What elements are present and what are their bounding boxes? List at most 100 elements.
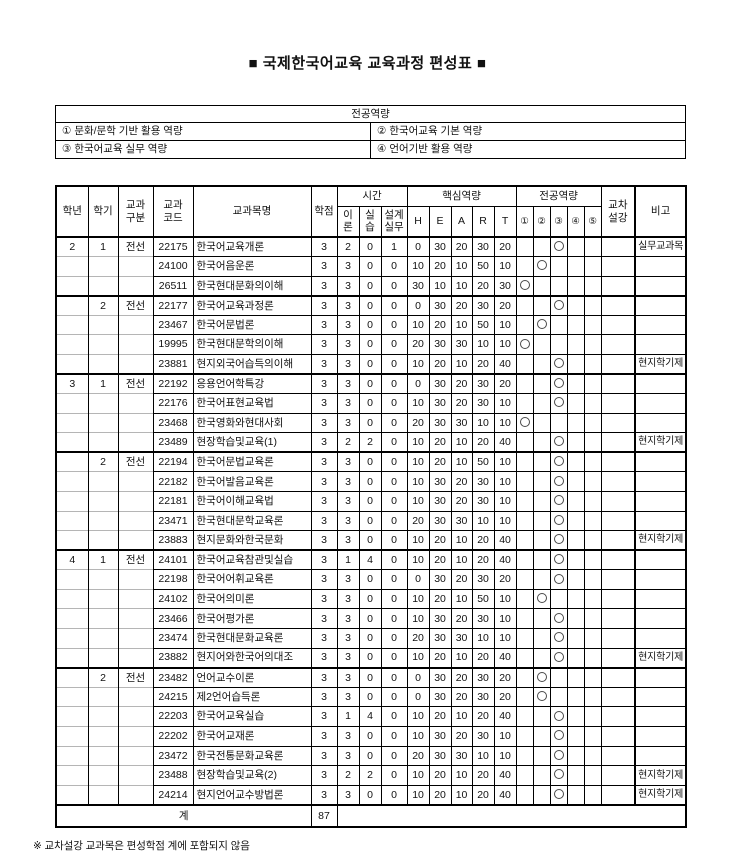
- cell-remark: [634, 686, 687, 707]
- cell-semester: [87, 784, 118, 805]
- cell-cross-listed: [600, 628, 636, 649]
- cell-core-e: 20: [428, 256, 452, 277]
- cell-major-competency-1: [515, 608, 534, 629]
- cell-major-competency-3: [549, 412, 568, 433]
- cell-core-e: 30: [428, 491, 452, 512]
- cell-theory-hours: 3: [336, 393, 359, 414]
- cell-major-competency-2: [532, 628, 551, 649]
- cell-major-competency-1: [515, 412, 534, 433]
- cell-course-type: [117, 784, 153, 805]
- cell-core-e: 30: [428, 628, 452, 649]
- cell-course-name: 한국어의미론: [192, 588, 311, 609]
- cell-core-t: 40: [493, 530, 517, 551]
- cell-course-type: [117, 647, 153, 668]
- header-theory-hours: 이 론: [336, 205, 359, 238]
- cell-core-a: 10: [450, 314, 473, 335]
- cell-major-competency-1: [515, 666, 534, 688]
- cell-core-r: 20: [471, 549, 495, 570]
- cell-cross-listed: [600, 353, 636, 375]
- cell-major-competency-2: [532, 451, 551, 472]
- cell-core-t: 20: [493, 569, 517, 590]
- cell-core-a: 10: [450, 432, 473, 453]
- cell-theory-hours: 2: [336, 432, 359, 453]
- cell-core-r: 10: [471, 334, 495, 355]
- cell-course-code: 23472: [152, 745, 193, 766]
- cell-practice-hours: 2: [358, 432, 381, 453]
- cell-core-r: 50: [471, 451, 495, 472]
- cell-core-h: 20: [406, 628, 430, 649]
- cell-credits: 3: [310, 236, 337, 257]
- cell-year: [55, 628, 88, 649]
- cell-major-competency-1: [515, 491, 534, 512]
- cell-core-t: 10: [493, 491, 517, 512]
- cell-core-a: 10: [450, 706, 473, 727]
- cell-major-competency-4: [566, 530, 585, 551]
- competency-circle-icon: [553, 612, 564, 623]
- cell-remark: [634, 412, 687, 433]
- cell-remark: 현지학기제: [634, 784, 687, 805]
- course-row: 24100 한국어음운론 3 3 0 0 10 20 10 50 10: [55, 256, 687, 277]
- cell-core-h: 20: [406, 412, 430, 433]
- cell-core-e: 30: [428, 334, 452, 355]
- cell-major-competency-5: [583, 236, 602, 257]
- cell-core-e: 20: [428, 765, 452, 786]
- cell-core-e: 20: [428, 432, 452, 453]
- cell-theory-hours: 2: [336, 236, 359, 257]
- cell-core-t: 20: [493, 373, 517, 394]
- cell-credits: 3: [310, 628, 337, 649]
- cell-core-r: 30: [471, 608, 495, 629]
- cell-major-competency-2: [532, 706, 551, 727]
- cell-major-competency-1: [515, 686, 534, 707]
- cell-year: [55, 725, 88, 747]
- cell-cross-listed: [600, 491, 636, 512]
- cell-credits: 3: [310, 393, 337, 414]
- cell-remark: [634, 745, 687, 766]
- cell-semester: [87, 745, 118, 766]
- header-core-h: H: [406, 205, 430, 238]
- cell-theory-hours: 3: [336, 471, 359, 492]
- cell-core-r: 20: [471, 784, 495, 805]
- cell-practice-hours: 0: [358, 686, 381, 707]
- cell-major-competency-1: [515, 549, 534, 570]
- course-row: 26511 한국현대문화의이해 3 3 0 0 30 10 10 20 30: [55, 275, 687, 296]
- cell-year: 2: [55, 236, 88, 257]
- cell-major-competency-5: [583, 432, 602, 453]
- cell-cross-listed: [600, 275, 636, 296]
- competency-circle-icon: [536, 671, 547, 682]
- course-row: 22198 한국어어휘교육론 3 3 0 0 0 30 20 30 20: [55, 569, 687, 590]
- cell-cross-listed: [600, 471, 636, 492]
- cell-year: [55, 471, 88, 492]
- cell-cross-listed: [600, 647, 636, 668]
- cell-year: [55, 256, 88, 277]
- cell-semester: [87, 706, 118, 727]
- cell-major-competency-2: [532, 353, 551, 375]
- cell-cross-listed: [600, 686, 636, 707]
- cell-year: [55, 491, 88, 512]
- cell-design-hours: 0: [380, 706, 408, 727]
- competency-circle-icon: [553, 710, 564, 721]
- header-major-4: ④: [566, 205, 585, 238]
- cell-core-t: 10: [493, 334, 517, 355]
- cell-course-type: [117, 510, 153, 531]
- cell-major-competency-2: [532, 530, 551, 551]
- cell-core-a: 20: [450, 393, 473, 414]
- cell-major-competency-3: [549, 530, 568, 551]
- header-semester: 학기: [87, 185, 118, 237]
- competency-circle-icon: [553, 534, 564, 545]
- cell-year: [55, 745, 88, 766]
- cell-major-competency-5: [583, 765, 602, 786]
- cell-theory-hours: 3: [336, 666, 359, 688]
- cell-core-e: 20: [428, 784, 452, 805]
- cell-credits: 3: [310, 549, 337, 570]
- cell-major-competency-5: [583, 275, 602, 296]
- cell-semester: 1: [87, 236, 118, 257]
- cell-major-competency-1: [515, 451, 534, 472]
- cell-major-competency-2: [532, 647, 551, 668]
- cell-course-name: 언어교수이론: [192, 666, 311, 688]
- cell-core-r: 10: [471, 510, 495, 531]
- competency-circle-icon: [519, 338, 530, 349]
- cell-year: [55, 588, 88, 609]
- course-row: 23466 한국어평가론 3 3 0 0 10 30 20 30 10: [55, 608, 687, 629]
- cell-core-t: 10: [493, 471, 517, 492]
- cell-major-competency-5: [583, 334, 602, 355]
